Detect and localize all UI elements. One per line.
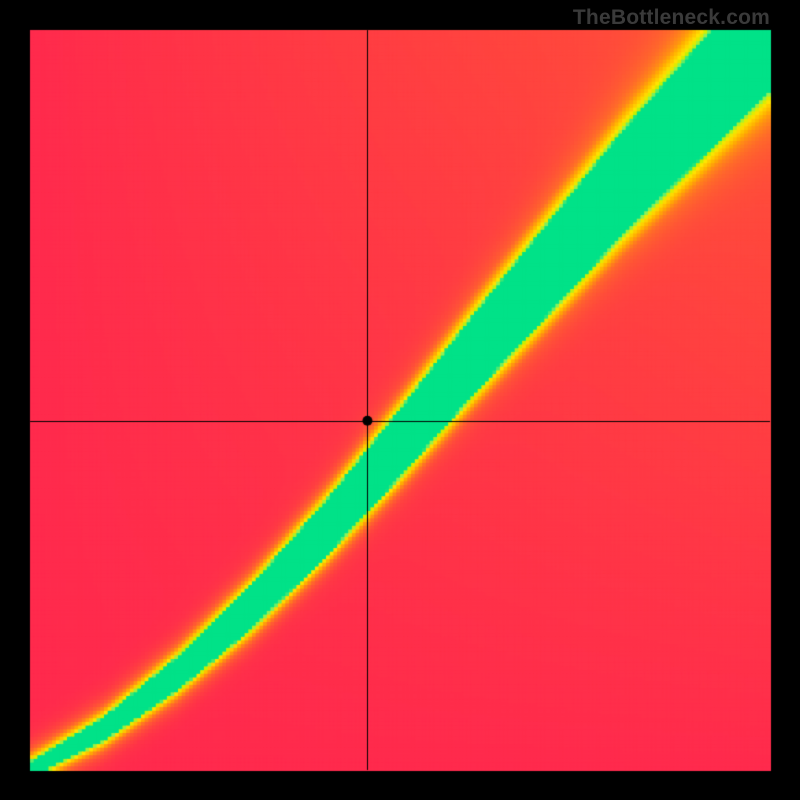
chart-container: TheBottleneck.com xyxy=(0,0,800,800)
bottleneck-heatmap xyxy=(0,0,800,800)
